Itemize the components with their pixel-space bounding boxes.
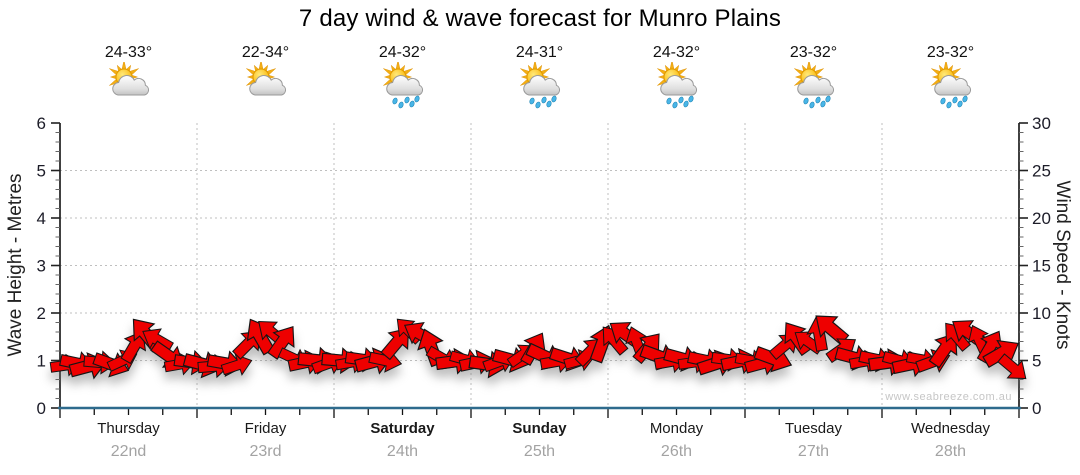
raindrop-icon <box>550 95 557 103</box>
x-axis-day-name: Tuesday <box>785 420 842 437</box>
raindrop-icon <box>802 97 809 105</box>
sun-cloud-rain-icon <box>519 62 560 109</box>
x-axis-day-date: 22nd <box>110 443 147 460</box>
y-axis-left-title: Wave Height - Metres <box>5 173 26 357</box>
x-axis-day-date: 24th <box>386 443 419 460</box>
raindrop-icon <box>687 95 694 103</box>
raindrop-icon <box>540 96 547 104</box>
y-right-tick-label: 30 <box>1032 114 1051 133</box>
raindrop-icon <box>682 100 689 108</box>
temperature-range-label: 23-32° <box>926 44 975 61</box>
y-left-tick-label: 0 <box>37 399 46 418</box>
cloud-icon <box>659 75 697 96</box>
raindrop-icon <box>545 100 552 108</box>
x-axis-day-date: 28th <box>934 443 967 460</box>
weather-icon-box <box>927 62 975 114</box>
y-right-tick-label: 0 <box>1032 399 1041 418</box>
x-axis-day-date: 23rd <box>249 443 282 460</box>
wind-arrow <box>142 328 174 353</box>
sun-cloud-rain-icon <box>382 62 423 109</box>
cloud-icon <box>796 75 834 96</box>
weather-icon-box <box>516 62 564 114</box>
raindrop-icon <box>961 95 968 103</box>
y-right-tick-label: 20 <box>1032 209 1051 228</box>
y-right-tick-label: 15 <box>1032 257 1051 276</box>
wind-arrow <box>380 327 409 361</box>
raindrop-icon <box>665 97 672 105</box>
cloud-icon <box>248 75 286 96</box>
x-axis-day-date: 26th <box>660 443 693 460</box>
raindrop-icon <box>391 97 398 105</box>
raindrop-icon <box>677 96 684 104</box>
raindrop-icon <box>403 96 410 104</box>
x-axis-day-name: Thursday <box>97 420 160 437</box>
raindrop-icon <box>956 100 963 108</box>
y-right-tick-label: 25 <box>1032 162 1051 181</box>
weather-icon-box <box>379 62 427 114</box>
tick-labels: 0 1 2 3 4 5 6 0 5 10 15 20 25 30 <box>37 114 1051 418</box>
x-axis-day-name: Saturday <box>370 420 435 437</box>
raindrop-icon <box>814 96 821 104</box>
wind-arrow <box>815 315 850 346</box>
temperature-range-label: 24-32° <box>378 44 427 61</box>
raindrop-icon <box>824 95 831 103</box>
raindrop-icon <box>939 97 946 105</box>
y-left-tick-label: 6 <box>37 114 46 133</box>
y-right-tick-label: 5 <box>1032 352 1041 371</box>
cloud-icon <box>385 75 423 96</box>
temperature-range-label: 22-34° <box>241 44 290 61</box>
raindrop-icon <box>951 96 958 104</box>
weather-icon-box <box>242 62 290 114</box>
x-axis-day-name: Monday <box>649 420 704 437</box>
x-axis-day-date: 25th <box>523 443 556 460</box>
raindrop-icon <box>819 100 826 108</box>
cloud-icon <box>933 75 971 96</box>
y-axis-right-title: Wind Speed - Knots <box>1052 180 1073 350</box>
sun-cloud-rain-icon <box>793 62 834 109</box>
page-title: 7 day wind & wave forecast for Munro Pla… <box>298 5 782 32</box>
y-left-tick-label: 5 <box>37 162 46 181</box>
temperature-range-label: 24-33° <box>104 44 153 61</box>
x-axis-day-name: Friday <box>244 420 287 437</box>
raindrop-icon <box>808 101 815 109</box>
sun-cloud-rain-icon <box>930 62 971 109</box>
wind-arrow <box>997 353 1027 380</box>
raindrop-icon <box>408 100 415 108</box>
wind-arrow-series <box>49 315 1027 380</box>
y-left-tick-label: 4 <box>37 209 46 228</box>
weather-icon-box <box>105 62 153 114</box>
x-axis-day-date: 27th <box>797 443 830 460</box>
x-axis-day-name: Sunday <box>512 420 567 437</box>
axes <box>51 122 1028 418</box>
raindrop-icon <box>413 95 420 103</box>
sun-cloud-icon <box>108 62 149 96</box>
raindrop-icon <box>528 97 535 105</box>
sun-cloud-rain-icon <box>656 62 697 109</box>
cloud-icon <box>522 75 560 96</box>
weather-icon-box <box>790 62 838 114</box>
raindrop-icon <box>671 101 678 109</box>
weather-icon-box <box>653 62 701 114</box>
y-left-tick-label: 2 <box>37 304 46 323</box>
temperature-range-label: 24-31° <box>515 44 564 61</box>
watermark: www.seabreeze.com.au <box>885 391 1012 403</box>
y-right-tick-label: 10 <box>1032 304 1051 323</box>
y-left-tick-label: 1 <box>37 352 46 371</box>
cloud-icon <box>111 75 149 96</box>
temperature-range-label: 23-32° <box>789 44 838 61</box>
sun-cloud-icon <box>245 62 286 96</box>
wind-arrow <box>220 353 253 376</box>
raindrop-icon <box>945 101 952 109</box>
y-left-tick-label: 3 <box>37 257 46 276</box>
temperature-range-label: 24-32° <box>652 44 701 61</box>
raindrop-icon <box>397 101 404 109</box>
raindrop-icon <box>534 101 541 109</box>
x-axis-day-name: Wednesday <box>911 420 990 437</box>
